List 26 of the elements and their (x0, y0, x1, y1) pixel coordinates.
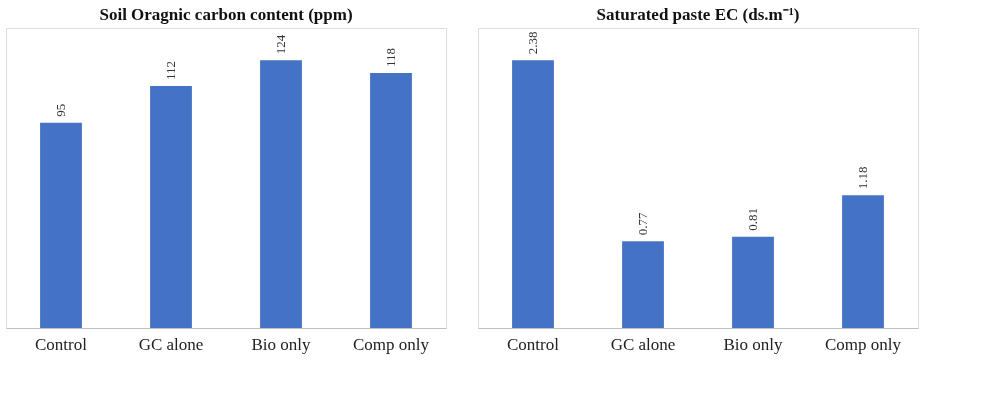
x-tick-label: GC alone (138, 334, 204, 354)
chart-title: Soil Oragnic carbon content (ppm) (99, 5, 353, 24)
x-tick-label: Control (507, 334, 560, 354)
bar (512, 60, 554, 328)
data-label: 124 (273, 34, 288, 55)
chart-title: Saturated paste EC (ds.m⁻¹) (596, 5, 800, 24)
bar (732, 236, 774, 328)
data-label: 2.38 (525, 31, 540, 55)
x-tick-label: Bio only (251, 334, 312, 354)
data-label: 95 (53, 103, 68, 117)
x-tick-label: Control (35, 334, 88, 354)
x-tick-label: Comp only (824, 334, 902, 354)
data-label: 1.18 (855, 166, 870, 190)
bar (842, 195, 884, 328)
bar (150, 86, 192, 328)
x-tick-label: Comp only (352, 334, 430, 354)
x-tick-label: GC alone (610, 334, 676, 354)
bar (370, 73, 412, 328)
x-tick-label: Bio only (723, 334, 784, 354)
bar (622, 241, 664, 328)
data-label: 118 (383, 48, 398, 68)
data-label: 0.81 (745, 208, 760, 231)
data-label: 0.77 (635, 212, 650, 236)
data-label: 112 (163, 61, 178, 81)
bar (260, 60, 302, 328)
bar (40, 122, 82, 328)
